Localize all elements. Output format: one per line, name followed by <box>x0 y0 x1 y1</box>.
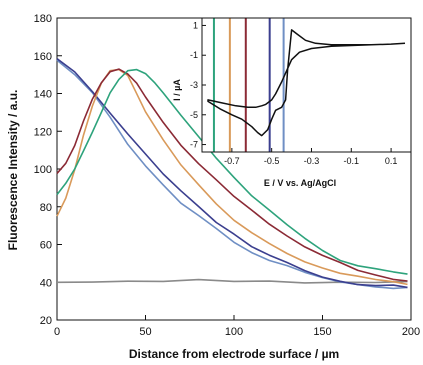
main-y-tick-label: 40 <box>40 277 52 289</box>
main-y-tick-label: 80 <box>40 202 52 214</box>
inset-y-axis-label: I / µA <box>172 79 182 101</box>
inset-x-tick-label: -0.7 <box>224 156 240 166</box>
inset-x-tick-label: -0.3 <box>304 156 320 166</box>
main-y-tick-label: 160 <box>34 51 52 63</box>
main-x-tick-label: 150 <box>313 326 331 338</box>
main-x-tick-label: 200 <box>402 326 420 338</box>
inset-x-ticks: -0.7 -0.5 -0.3 -0.1 0.1 <box>224 148 397 166</box>
main-y-tick-label: 180 <box>34 13 52 25</box>
main-y-tick-label: 60 <box>40 240 52 252</box>
inset-y-tick-label: -1 <box>190 50 198 60</box>
inset-y-tick-label: 1 <box>193 20 198 30</box>
inset-y-tick-label: -3 <box>190 80 198 90</box>
main-x-tick-label: 50 <box>139 326 151 338</box>
inset-y-tick-label: -7 <box>190 140 198 150</box>
main-x-axis-label: Distance from electrode surface / µm <box>129 347 339 361</box>
main-y-tick-label: 140 <box>34 89 52 101</box>
main-x-ticks: 0 50 100 150 200 <box>54 315 420 338</box>
main-series-line-0 <box>56 278 408 284</box>
inset-chart: 1 -1 -3 -5 -7 -0.7 -0.5 -0.3 -0.1 0.1 E / V vs. … <box>172 17 412 188</box>
inset-x-tick-label: -0.5 <box>264 156 280 166</box>
main-chart: 20 40 60 80 100 120 140 160 180 0 50 100 150 200 Dis… <box>6 13 420 361</box>
inset-y-tick-label: -5 <box>190 110 198 120</box>
main-series-line-3 <box>56 68 408 286</box>
inset-background <box>202 18 411 152</box>
inset-cv-curve <box>207 29 406 137</box>
inset-potential-lines <box>212 18 285 152</box>
inset-x-tick-label: -0.1 <box>344 156 360 166</box>
inset-cv-line <box>207 29 406 137</box>
main-series-line-5 <box>56 68 408 275</box>
main-y-ticks: 20 40 60 80 100 120 140 160 180 <box>34 13 62 327</box>
main-series-line-2 <box>56 58 408 289</box>
main-x-tick-label: 0 <box>54 326 60 338</box>
main-x-tick-label: 100 <box>225 326 243 338</box>
main-y-tick-label: 20 <box>40 315 52 327</box>
inset-x-axis-label: E / V vs. Ag/AgCl <box>264 178 336 188</box>
inset-y-ticks: 1 -1 -3 -5 -7 <box>190 20 206 150</box>
main-y-tick-label: 100 <box>34 164 52 176</box>
main-y-tick-label: 120 <box>34 126 52 138</box>
inset-x-tick-label: 0.1 <box>385 156 398 166</box>
main-series <box>56 58 408 290</box>
main-y-axis-label: Fluorescence Intensity / a.u. <box>6 90 20 251</box>
main-series-line-4 <box>56 68 408 282</box>
